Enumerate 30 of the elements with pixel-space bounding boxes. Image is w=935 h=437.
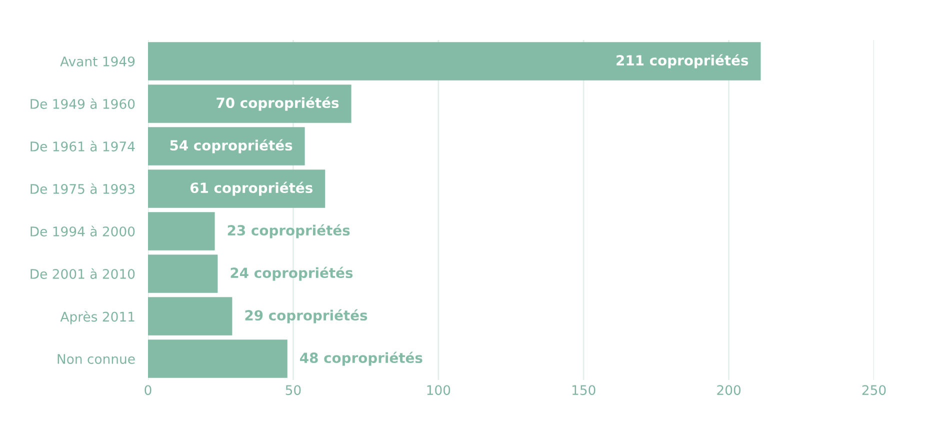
x-tick-label: 50 (286, 385, 301, 396)
bar (148, 340, 288, 378)
data-label: 23 copropriétés (228, 224, 350, 238)
data-label: 24 copropriétés (230, 266, 353, 281)
y-tick-label: De 1994 à 2000 (30, 226, 135, 236)
bar (148, 170, 326, 208)
y-tick-label: De 1975 à 1993 (30, 183, 134, 194)
bar (148, 42, 761, 80)
y-tick-label: Après 2011 (60, 310, 134, 324)
bar (148, 127, 305, 166)
data-label: 48 copropriétés (300, 352, 422, 366)
x-tick-label: 150 (572, 385, 596, 396)
bar (148, 212, 215, 250)
data-label: 61 copropriétés (190, 182, 312, 196)
y-tick-label: Avant 1949 (60, 56, 135, 66)
data-label: 211 copropriétés (616, 54, 748, 68)
y-tick-label: De 2001 à 2010 (30, 268, 135, 279)
bar (148, 254, 218, 293)
x-tick-label: 200 (717, 385, 741, 396)
bar (148, 297, 232, 336)
data-label: 70 copropriétés (216, 96, 339, 111)
x-tick-label: 100 (427, 385, 450, 396)
bar (148, 84, 352, 123)
y-tick-label: De 1949 à 1960 (30, 98, 135, 109)
y-tick-label: Non connue (58, 354, 135, 364)
data-label: 54 copropriétés (170, 139, 292, 154)
x-tick-label: 0 (144, 385, 152, 396)
data-label: 29 copropriétés (245, 309, 368, 324)
x-tick-label: 250 (862, 385, 886, 396)
y-tick-label: De 1961 à 1974 (30, 140, 135, 152)
